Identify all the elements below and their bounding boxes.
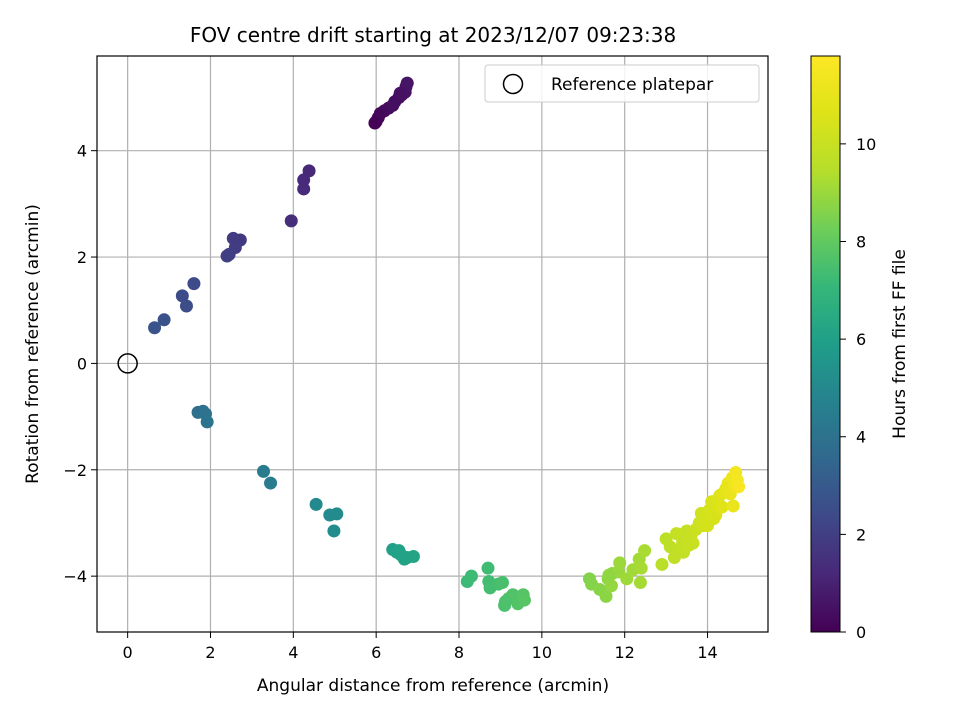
data-point bbox=[682, 538, 696, 552]
data-points bbox=[148, 76, 746, 612]
x-tick-label: 10 bbox=[532, 643, 552, 662]
x-axis-label: Angular distance from reference (arcmin) bbox=[257, 676, 609, 696]
legend: Reference platepar bbox=[484, 64, 760, 103]
colorbar-label: Hours from first FF file bbox=[890, 249, 910, 439]
data-point bbox=[187, 277, 201, 291]
data-point bbox=[400, 76, 414, 90]
plot-area bbox=[97, 56, 768, 632]
y-tick-label: −4 bbox=[63, 567, 87, 586]
data-point bbox=[634, 561, 648, 575]
data-point bbox=[726, 499, 740, 513]
data-point bbox=[517, 593, 531, 607]
x-tick-label: 14 bbox=[697, 643, 717, 662]
x-tick-label: 6 bbox=[371, 643, 381, 662]
data-point bbox=[284, 214, 298, 228]
data-point bbox=[264, 476, 278, 490]
data-point bbox=[257, 464, 271, 478]
data-point bbox=[498, 595, 512, 609]
y-tick-label: 2 bbox=[77, 248, 87, 267]
data-point bbox=[179, 299, 193, 313]
data-point bbox=[701, 519, 715, 533]
data-point bbox=[655, 557, 669, 571]
colorbar-gradient bbox=[811, 56, 840, 632]
data-point bbox=[386, 98, 400, 112]
data-point bbox=[674, 528, 688, 542]
colorbar-tick-label: 0 bbox=[856, 623, 866, 642]
y-axis-label: Rotation from reference (arcmin) bbox=[23, 204, 43, 484]
x-tick-label: 4 bbox=[288, 643, 298, 662]
data-point bbox=[157, 313, 171, 327]
x-tick-label: 0 bbox=[123, 643, 133, 662]
data-point bbox=[330, 507, 344, 521]
data-point bbox=[599, 589, 613, 603]
colorbar-tick-label: 8 bbox=[856, 232, 866, 251]
data-point bbox=[633, 576, 647, 590]
y-tick-label: 4 bbox=[77, 142, 87, 161]
grid-lines bbox=[97, 56, 768, 632]
data-point bbox=[397, 552, 411, 566]
colorbar-ticks: 0 2 4 6 8 10 bbox=[840, 135, 876, 642]
data-point bbox=[297, 173, 311, 187]
data-point bbox=[368, 116, 382, 130]
colorbar-tick-label: 10 bbox=[856, 135, 876, 154]
reference-point bbox=[117, 353, 138, 374]
colorbar-tick-label: 4 bbox=[856, 428, 866, 447]
data-point bbox=[602, 568, 616, 582]
data-point bbox=[327, 524, 341, 538]
data-point bbox=[495, 576, 509, 590]
reference-marker bbox=[117, 353, 138, 374]
x-axis-ticks: 0 2 4 6 8 10 12 14 bbox=[123, 632, 718, 662]
data-point bbox=[732, 480, 746, 494]
legend-reference-marker bbox=[502, 73, 524, 95]
colorbar-frame bbox=[810, 55, 841, 633]
data-point bbox=[220, 249, 234, 263]
plot-frame bbox=[96, 55, 769, 633]
data-point bbox=[620, 572, 634, 586]
y-axis-ticks: −4 −2 0 2 4 bbox=[63, 142, 97, 586]
legend-box bbox=[484, 64, 760, 103]
data-point bbox=[175, 289, 189, 303]
colorbar-tick-label: 2 bbox=[856, 525, 866, 544]
x-tick-label: 2 bbox=[205, 643, 215, 662]
y-tick-label: 0 bbox=[77, 354, 87, 373]
data-point bbox=[604, 579, 618, 593]
data-point bbox=[613, 556, 627, 570]
data-point bbox=[481, 561, 495, 575]
x-tick-label: 12 bbox=[615, 643, 635, 662]
data-point bbox=[148, 321, 162, 335]
data-point bbox=[393, 86, 407, 100]
x-tick-label: 8 bbox=[454, 643, 464, 662]
data-point bbox=[309, 497, 323, 511]
legend-reference-label: Reference platepar bbox=[551, 75, 713, 95]
data-point bbox=[464, 569, 478, 583]
colorbar-tick-label: 6 bbox=[856, 330, 866, 349]
y-tick-label: −2 bbox=[63, 461, 87, 480]
chart-title: FOV centre drift starting at 2023/12/07 … bbox=[190, 23, 676, 47]
colorbar: 0 2 4 6 8 10 Hours from first FF file bbox=[810, 55, 910, 642]
data-point bbox=[638, 544, 652, 558]
data-point bbox=[715, 500, 729, 514]
data-point bbox=[297, 182, 311, 196]
data-point bbox=[200, 415, 214, 429]
